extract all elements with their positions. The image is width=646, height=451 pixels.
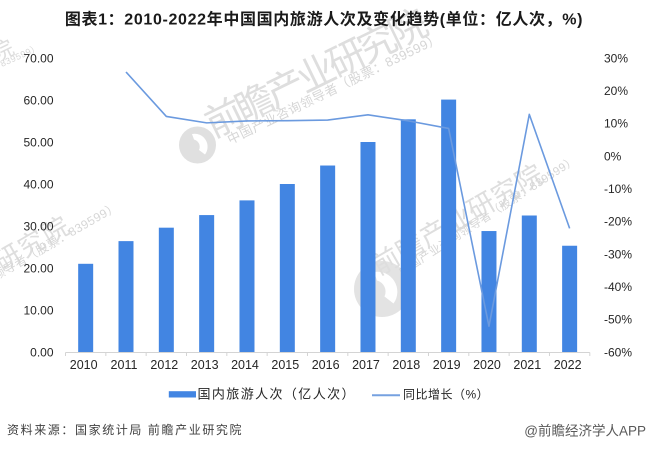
svg-text:2012: 2012: [150, 358, 178, 372]
svg-text:0%: 0%: [604, 149, 622, 163]
svg-text:@前瞻经济学人APP: @前瞻经济学人APP: [524, 423, 646, 439]
svg-text:70.00: 70.00: [23, 51, 53, 65]
svg-text:-30%: -30%: [604, 247, 632, 261]
svg-text:-10%: -10%: [604, 182, 632, 196]
svg-text:2016: 2016: [312, 358, 340, 372]
svg-text:10.00: 10.00: [23, 303, 53, 317]
svg-text:2017: 2017: [352, 358, 380, 372]
svg-text:20%: 20%: [604, 84, 628, 98]
svg-text:50.00: 50.00: [23, 135, 53, 149]
svg-text:图表1：2010-2022年中国国内旅游人次及变化趋势(单位: 图表1：2010-2022年中国国内旅游人次及变化趋势(单位：亿人次，%): [65, 9, 583, 28]
svg-text:20.00: 20.00: [23, 261, 53, 275]
svg-text:-50%: -50%: [604, 313, 632, 327]
svg-text:2011: 2011: [111, 358, 138, 372]
svg-text:前瞻产业研究院: 前瞻产业研究院: [0, 35, 19, 128]
svg-text:2015: 2015: [271, 358, 299, 372]
svg-text:同比增长（%）: 同比增长（%）: [403, 387, 489, 401]
svg-text:40.00: 40.00: [23, 177, 53, 191]
svg-text:2013: 2013: [191, 358, 219, 372]
svg-text:60.00: 60.00: [23, 93, 53, 107]
svg-text:2022: 2022: [554, 358, 582, 372]
svg-text:30%: 30%: [604, 51, 628, 65]
svg-text:0.00: 0.00: [30, 345, 54, 359]
svg-text:资料来源：国家统计局 前瞻产业研究院: 资料来源：国家统计局 前瞻产业研究院: [7, 422, 243, 437]
svg-text:2019: 2019: [433, 358, 461, 372]
svg-text:2018: 2018: [392, 358, 420, 372]
svg-text:10%: 10%: [604, 117, 628, 131]
svg-text:30.00: 30.00: [23, 219, 53, 233]
svg-text:-20%: -20%: [604, 215, 632, 229]
svg-text:-40%: -40%: [604, 280, 632, 294]
svg-text:2021: 2021: [513, 358, 541, 372]
svg-text:-60%: -60%: [604, 345, 632, 359]
svg-text:国内旅游人次（亿人次）: 国内旅游人次（亿人次）: [198, 386, 356, 401]
svg-text:2020: 2020: [473, 358, 501, 372]
svg-text:2010: 2010: [70, 358, 98, 372]
svg-text:2014: 2014: [231, 358, 259, 372]
